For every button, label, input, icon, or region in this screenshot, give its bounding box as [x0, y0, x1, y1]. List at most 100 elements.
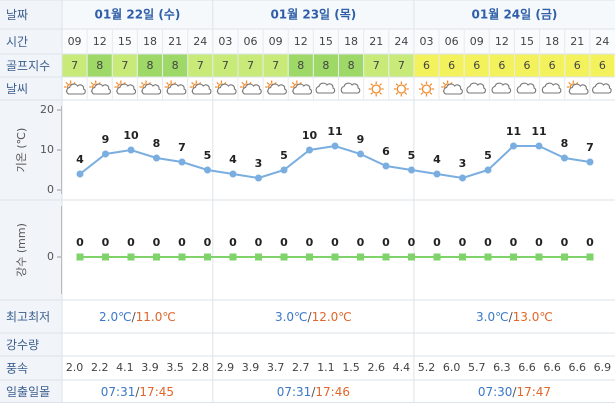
marker: [204, 253, 211, 261]
sunset: 17:45: [139, 385, 174, 399]
wind-speed: 5.7: [468, 361, 486, 374]
marker: [306, 146, 313, 154]
axis-label: 기온 (℃): [15, 128, 28, 173]
marker: [408, 253, 415, 261]
value-label: 7: [178, 141, 186, 154]
marker: [535, 142, 543, 150]
date: 01월 24일 (금): [472, 7, 558, 22]
golf-index: 8: [297, 59, 304, 72]
row-label: 날씨: [6, 82, 28, 96]
row-label: 날짜: [6, 8, 28, 22]
sun-ray: [266, 81, 270, 85]
marker: [102, 150, 109, 158]
golf-index: 8: [172, 59, 179, 72]
sun-ray: [166, 81, 169, 85]
marker: [586, 158, 594, 166]
y-tick-label: 0: [47, 183, 54, 196]
wind-speed: 4.4: [393, 361, 411, 374]
value-label: 10: [302, 129, 318, 142]
wind-speed: 6.0: [443, 361, 461, 374]
separator: /: [311, 385, 316, 399]
golf-cell: [288, 54, 313, 77]
wind-speed: 6.6: [543, 361, 561, 374]
wind-speed: 3.9: [242, 361, 260, 374]
golf-index: 6: [423, 59, 430, 72]
marker: [153, 253, 160, 261]
separator: /: [132, 310, 137, 324]
axis-label: 강수 (mm): [15, 223, 28, 277]
value-label: 0: [153, 236, 161, 249]
sunrise-sunset: 07:30/17:47: [478, 385, 551, 399]
golf-cell: [188, 54, 213, 77]
sun: [371, 84, 381, 94]
value-label: 5: [484, 149, 492, 162]
cloud: [91, 83, 111, 95]
time: 12: [294, 35, 308, 48]
marker: [280, 166, 288, 174]
golf-index: 6: [473, 59, 480, 72]
golf-index: 6: [549, 59, 556, 72]
value-label: 0: [484, 236, 492, 249]
weather-icon: [315, 82, 336, 94]
min-temp: 3.0℃: [275, 310, 308, 324]
cloud: [466, 82, 486, 94]
golf-cell: [590, 54, 615, 77]
cloud: [217, 83, 237, 95]
golf-cell: [489, 54, 514, 77]
marker: [484, 166, 492, 174]
golf-cell: [313, 54, 338, 77]
sun-ray: [65, 81, 69, 85]
golf-index: 7: [272, 59, 279, 72]
time: 21: [369, 35, 383, 48]
golf-index: 8: [146, 59, 153, 72]
weather-icon: [516, 82, 537, 94]
weather-icon: [164, 80, 187, 95]
wind-speed: 3.5: [166, 361, 184, 374]
value-label: 4: [76, 153, 84, 166]
marker: [76, 170, 84, 178]
time: 09: [470, 35, 484, 48]
y-tick-label: 10: [40, 143, 54, 156]
sun-ray: [115, 81, 119, 85]
max-temp: 13.0℃: [513, 310, 553, 324]
wind-speed: 1.5: [342, 361, 360, 374]
golf-index: 8: [322, 59, 329, 72]
golf-cell: [464, 54, 489, 77]
min-temp: 2.0℃: [99, 310, 132, 324]
marker: [459, 253, 466, 261]
value-label: 0: [306, 236, 314, 249]
time: 18: [344, 35, 358, 48]
cloud: [491, 82, 512, 94]
marker: [510, 253, 517, 261]
row-label: 풍속: [6, 362, 28, 376]
time: 24: [595, 35, 609, 48]
marker: [153, 154, 160, 162]
golf-cell: [540, 54, 565, 77]
value-label: 5: [204, 149, 212, 162]
marker: [229, 253, 237, 261]
time: 03: [218, 35, 232, 48]
value-label: 8: [153, 137, 161, 150]
sun-ray: [568, 81, 571, 85]
value-label: 4: [229, 153, 237, 166]
golf-cell: [163, 54, 188, 77]
golf-cell: [514, 54, 540, 77]
marker: [484, 253, 492, 261]
wind-speed: 5.2: [418, 361, 436, 374]
marker: [306, 253, 313, 261]
wind-speed: 2.2: [91, 361, 109, 374]
weather-icon: [592, 82, 612, 94]
sun-ray: [420, 83, 424, 86]
time: 15: [118, 35, 132, 48]
value-label: 0: [586, 236, 594, 249]
golf-index: 6: [524, 59, 531, 72]
min-max: 2.0℃/11.0℃: [99, 310, 176, 324]
sunrise: 07:31: [277, 385, 312, 399]
sun-ray: [379, 92, 382, 95]
value-label: 8: [561, 137, 569, 150]
golf-cell: [339, 54, 364, 77]
min-max: 3.0℃/12.0℃: [275, 310, 352, 324]
sun-ray: [420, 92, 424, 95]
golf-index: 6: [574, 59, 581, 72]
wind-speed: 6.9: [594, 361, 612, 374]
